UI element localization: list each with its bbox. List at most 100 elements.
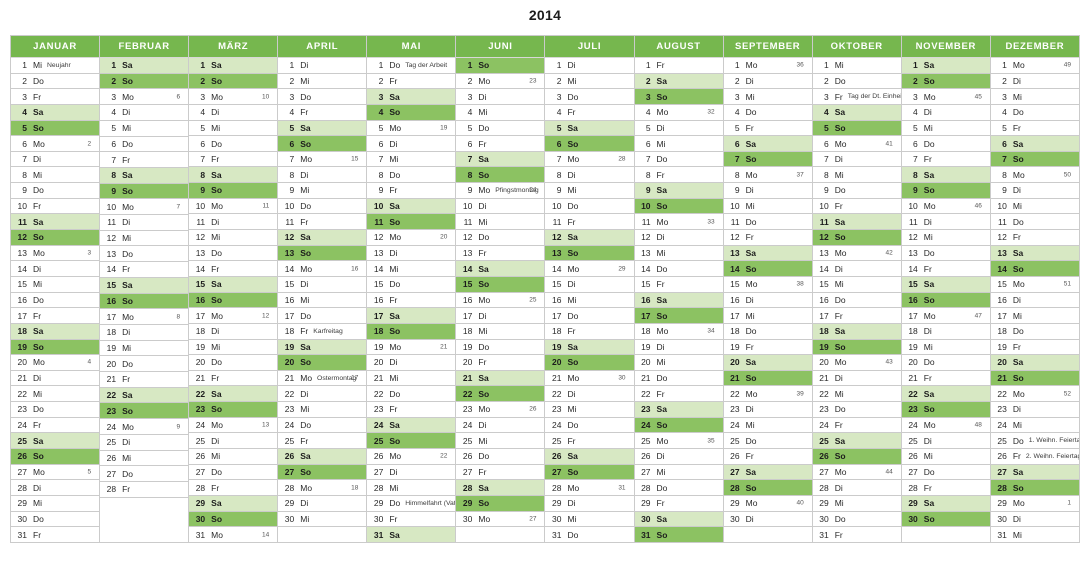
day-cell: 14 Mo 16 [278, 260, 367, 276]
weekday-abbr: Sa [567, 232, 578, 243]
day-cell: 3 Di [456, 88, 545, 104]
weekday-abbr: So [567, 248, 579, 258]
weekday-abbr: Mi [211, 341, 221, 352]
day-number: 30 [284, 513, 295, 524]
day-cell: 12 Fr [990, 229, 1079, 245]
day-number: 7 [913, 154, 918, 165]
day-cell: 26 Mi [189, 448, 278, 464]
day-number: 31 [195, 529, 206, 540]
day-number: 18 [373, 326, 384, 337]
weekday-abbr: Do [1012, 435, 1024, 446]
day-cell: 12 Sa [545, 229, 634, 245]
weekday-abbr: So [834, 232, 846, 243]
day-number: 8 [913, 169, 918, 180]
day-number: 10 [284, 201, 295, 212]
weekday-abbr: Mi [1012, 310, 1022, 321]
day-number: 12 [106, 233, 117, 244]
weekday-abbr: So [478, 498, 490, 509]
day-cell: 15 Mi [11, 275, 100, 292]
day-cell: 30 Do [11, 510, 100, 527]
weekday-abbr: So [389, 326, 401, 337]
day-cell: 14 Mo 29 [545, 260, 634, 276]
day-number: 17 [462, 310, 473, 321]
day-cell: 8 Sa [901, 166, 990, 183]
weekday-abbr: So [122, 295, 133, 306]
day-cell: 24 Fr [812, 416, 901, 433]
weekday-abbr: Do [745, 107, 757, 118]
weekday-abbr: Mo [567, 263, 580, 274]
day-number: 7 [289, 154, 295, 165]
weekday-abbr: Mo [834, 357, 847, 368]
weekday-abbr: Do [389, 279, 401, 290]
weekday-abbr: Fr [745, 341, 754, 352]
day-number: 18 [552, 326, 562, 337]
day-cell: 11 Di [901, 213, 990, 230]
day-number: 6 [22, 138, 27, 149]
day-cell: 18 Di [189, 322, 278, 339]
day-number: 2 [645, 75, 651, 86]
day-cell: 10 Mo 46 [901, 197, 990, 214]
day-number: 19 [195, 341, 206, 352]
day-cell: 4 Mo 32 [634, 103, 723, 120]
day-number: 2 [22, 75, 27, 86]
day-cell: 14 Fr [189, 260, 278, 276]
day-number: 14 [106, 264, 117, 275]
weekday-abbr: Sa [567, 341, 578, 352]
day-number: 7 [1002, 154, 1007, 165]
weekday-abbr: Mo [1012, 498, 1025, 509]
day-number: 11 [285, 216, 295, 227]
day-cell: 1 Fr [634, 58, 723, 73]
weekday-abbr: So [923, 75, 935, 86]
day-cell: 5 So [812, 119, 901, 136]
day-number: 11 [463, 216, 473, 227]
weekday-abbr: Fr [834, 91, 843, 102]
day-number: 24 [373, 420, 384, 431]
weekday-abbr: Mi [478, 107, 488, 118]
day-cell: 22 Sa [189, 385, 278, 402]
weekday-abbr: Do [389, 169, 401, 180]
weekday-abbr: Fr [923, 482, 932, 493]
day-number: 24 [997, 420, 1007, 431]
day-number: 25 [552, 435, 562, 446]
weekday-abbr: Di [923, 216, 932, 227]
weekday-abbr: Do [745, 216, 757, 227]
day-number: 31 [997, 529, 1007, 540]
day-number: 5 [378, 122, 384, 133]
weekday-abbr: Mi [1012, 91, 1022, 102]
weekday-abbr: Mi [33, 388, 42, 399]
day-cell: 28 Sa [456, 479, 545, 495]
weekday-abbr: Mi [1012, 529, 1022, 540]
day-cell: 2 Sa [634, 72, 723, 89]
day-number: 16 [195, 294, 206, 305]
day-number: 28 [195, 482, 206, 493]
day-cell: 18 Fr [545, 322, 634, 339]
week-number: 22 [440, 452, 448, 460]
weekday-abbr: Sa [211, 60, 222, 71]
weekday-abbr: So [656, 310, 668, 321]
day-number: 6 [289, 138, 295, 149]
weekday-abbr: Mi [923, 451, 933, 462]
day-cell: 27 So [545, 463, 634, 480]
day-cell: 10 Mo 11 [189, 197, 278, 214]
weekday-abbr: Do [122, 358, 133, 369]
day-number: 13 [997, 248, 1007, 258]
day-cell: 29 Do Himmelfahrt (Vatertag) [367, 494, 456, 511]
month-header: JUNI [456, 36, 545, 58]
day-cell: 9 So [100, 182, 189, 199]
weekday-abbr: Mi [1012, 420, 1022, 431]
weekday-abbr: Do [211, 466, 223, 477]
day-number: 7 [200, 154, 206, 165]
weekday-abbr: Sa [33, 326, 44, 337]
weekday-abbr: Mi [300, 404, 310, 415]
weekday-abbr: Mo [300, 373, 313, 384]
week-number: 37 [796, 171, 804, 179]
holiday-label: Tag der Arbeit [405, 61, 448, 69]
month-header: JANUAR [11, 36, 100, 58]
weekday-abbr: Do [834, 404, 846, 415]
weekday-abbr: Sa [389, 420, 400, 431]
day-number: 2 [289, 75, 295, 86]
day-number: 24 [195, 420, 206, 431]
weekday-abbr: Fr [211, 154, 220, 165]
day-cell: 30 Sa [634, 510, 723, 527]
day-cell: 9 Sa [634, 182, 723, 198]
